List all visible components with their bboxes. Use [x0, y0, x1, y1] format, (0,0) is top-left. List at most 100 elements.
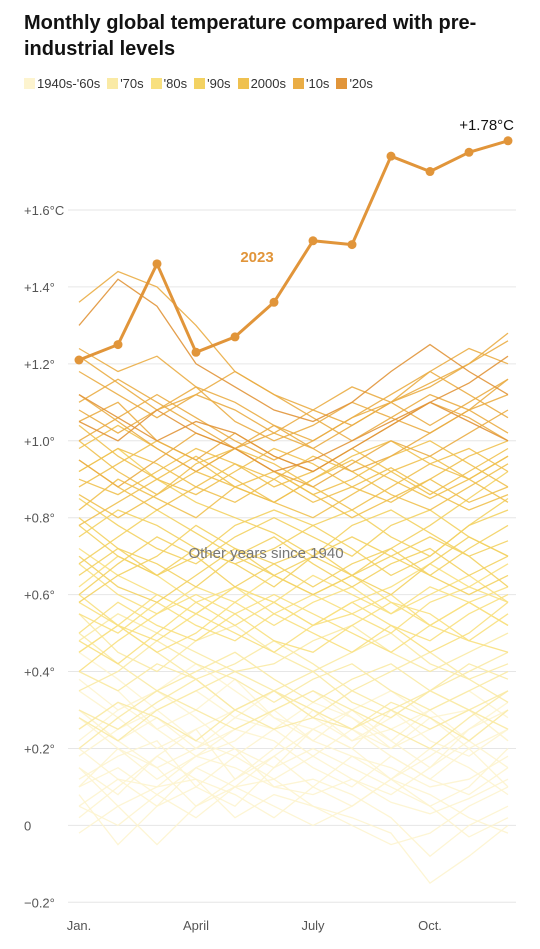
year-line [78, 394, 509, 473]
y-tick-label: +0.8° [24, 511, 55, 526]
year-line [78, 717, 509, 796]
year-line [78, 740, 509, 807]
legend-swatch [194, 78, 206, 89]
year-line [78, 747, 509, 858]
series-line-2023 [78, 139, 509, 362]
year-line [78, 497, 509, 565]
year-line [78, 701, 509, 819]
data-point-2023 [308, 236, 318, 246]
y-tick-label: +0.4° [24, 665, 55, 680]
y-tick-label: +1.0° [24, 434, 55, 449]
highlight-2023: 2023 +1.78°C [74, 117, 514, 365]
year-line [78, 470, 509, 519]
legend-label: 2000s [250, 76, 286, 91]
year-line [78, 574, 509, 665]
background-year-lines [78, 270, 509, 884]
data-point-2023 [347, 240, 357, 250]
year-line [78, 536, 509, 596]
series-label-2023: 2023 [240, 249, 273, 266]
year-line [78, 594, 509, 654]
legend-swatch [150, 78, 162, 89]
year-line [78, 709, 509, 788]
year-line [78, 332, 509, 450]
data-point-2023 [425, 167, 435, 177]
data-point-2023 [503, 136, 513, 146]
year-line [78, 778, 509, 846]
year-line [78, 270, 509, 427]
y-tick-label: +0.2° [24, 741, 55, 756]
year-line [78, 663, 509, 750]
legend-item-70s: '70s [107, 76, 144, 91]
year-line [78, 409, 509, 488]
data-point-2023 [464, 147, 474, 157]
data-point-2023 [230, 332, 240, 342]
year-line [78, 440, 509, 511]
year-line [78, 613, 509, 680]
year-line [78, 497, 509, 577]
year-line [78, 447, 509, 577]
legend-swatch [107, 78, 119, 89]
year-line [78, 355, 509, 473]
legend-label: 1940s-'60s [37, 76, 101, 91]
x-tick-label: July [301, 918, 325, 933]
legend-item-80s: '80s [150, 76, 188, 91]
legend-label: '90s [207, 76, 231, 91]
legend-item-10s: '10s [292, 76, 330, 91]
legend-swatch [292, 78, 304, 89]
legend-swatch [24, 78, 35, 89]
year-line [78, 640, 509, 711]
year-line [78, 524, 509, 588]
year-line [78, 278, 509, 423]
legend-item-2000s: 2000s [237, 76, 286, 91]
data-point-2023 [74, 355, 84, 365]
year-line [78, 524, 509, 603]
year-line [78, 455, 509, 526]
year-line [78, 370, 509, 442]
y-tick-label: +1.2° [24, 357, 55, 372]
legend-swatch [336, 78, 348, 89]
year-line [78, 663, 509, 742]
year-line [78, 547, 509, 604]
legend: 1940s-'60s '70s '80s '90s 2000s '10s '20… [24, 76, 380, 91]
legend-label: '10s [305, 76, 330, 91]
data-point-2023 [269, 297, 279, 307]
legend-item-1940s-60s: 1940s-'60s [24, 76, 100, 91]
legend-label: '20s [349, 76, 373, 91]
legend-item-20s: '20s [336, 76, 373, 91]
chart-title: Monthly global temperature compared with… [24, 12, 477, 60]
year-line [78, 766, 509, 834]
other-years-label: Other years since 1940 [188, 545, 343, 562]
y-tick-label: +1.4° [24, 280, 55, 295]
year-line [78, 378, 509, 450]
legend-swatch [237, 78, 249, 89]
legend-item-90s: '90s [194, 76, 231, 91]
data-point-2023 [152, 259, 162, 269]
year-line [78, 678, 509, 730]
year-line [78, 536, 509, 588]
year-line [78, 509, 509, 577]
year-line [78, 593, 509, 673]
x-tick-label: Oct. [418, 918, 442, 933]
data-point-2023 [191, 347, 201, 357]
y-tick-label: +0.6° [24, 588, 55, 603]
legend-label: '80s [163, 76, 188, 91]
end-value-label: +1.78°C [459, 117, 514, 134]
year-line [78, 547, 509, 627]
year-line [78, 651, 509, 742]
year-line [78, 440, 509, 519]
y-tick-label: 0 [24, 818, 31, 833]
temperature-line-chart: +1.6°C +1.4° +1.2° +1.0° +0.8° +0.6° +0.4° +0.2… [24, 117, 516, 933]
year-line [78, 709, 509, 780]
y-tick-label: −0.2° [24, 895, 55, 910]
x-tick-label: April [183, 918, 209, 933]
data-point-2023 [113, 340, 123, 350]
axis-labels: +1.6°C +1.4° +1.2° +1.0° +0.8° +0.6° +0.4° +0.2… [24, 203, 442, 933]
y-tick-label: +1.6°C [24, 203, 64, 218]
data-point-2023 [386, 151, 396, 161]
year-line [78, 767, 509, 884]
year-line [78, 613, 509, 673]
legend-label: '70s [120, 76, 144, 91]
year-line [78, 755, 509, 838]
year-line [78, 747, 509, 808]
year-line [78, 447, 509, 511]
